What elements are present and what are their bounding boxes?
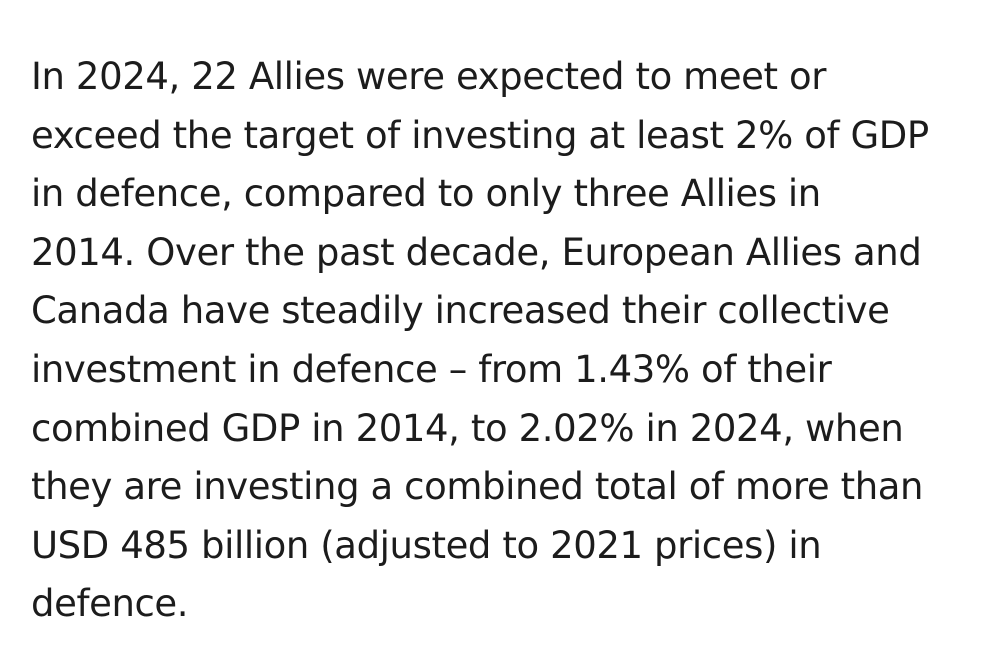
paragraph-line: 2014. Over the past decade, European All…: [31, 230, 922, 274]
paragraph-line: investment in defence – from 1.43% of th…: [31, 347, 832, 391]
paragraph-line: in defence, compared to only three Allie…: [31, 172, 821, 216]
article-paragraph: In 2024, 22 Allies were expected to meet…: [31, 48, 981, 634]
paragraph-line: defence.: [31, 582, 189, 626]
paragraph-line: In 2024, 22 Allies were expected to meet…: [31, 55, 827, 98]
paragraph-line: exceed the target of investing at least …: [31, 113, 929, 157]
paragraph-line: Canada have steadily increased their col…: [31, 289, 890, 333]
paragraph-line: combined GDP in 2014, to 2.02% in 2024, …: [31, 406, 904, 450]
paragraph-line: they are investing a combined total of m…: [31, 465, 924, 509]
paragraph-line: USD 485 billion (adjusted to 2021 prices…: [31, 523, 822, 567]
